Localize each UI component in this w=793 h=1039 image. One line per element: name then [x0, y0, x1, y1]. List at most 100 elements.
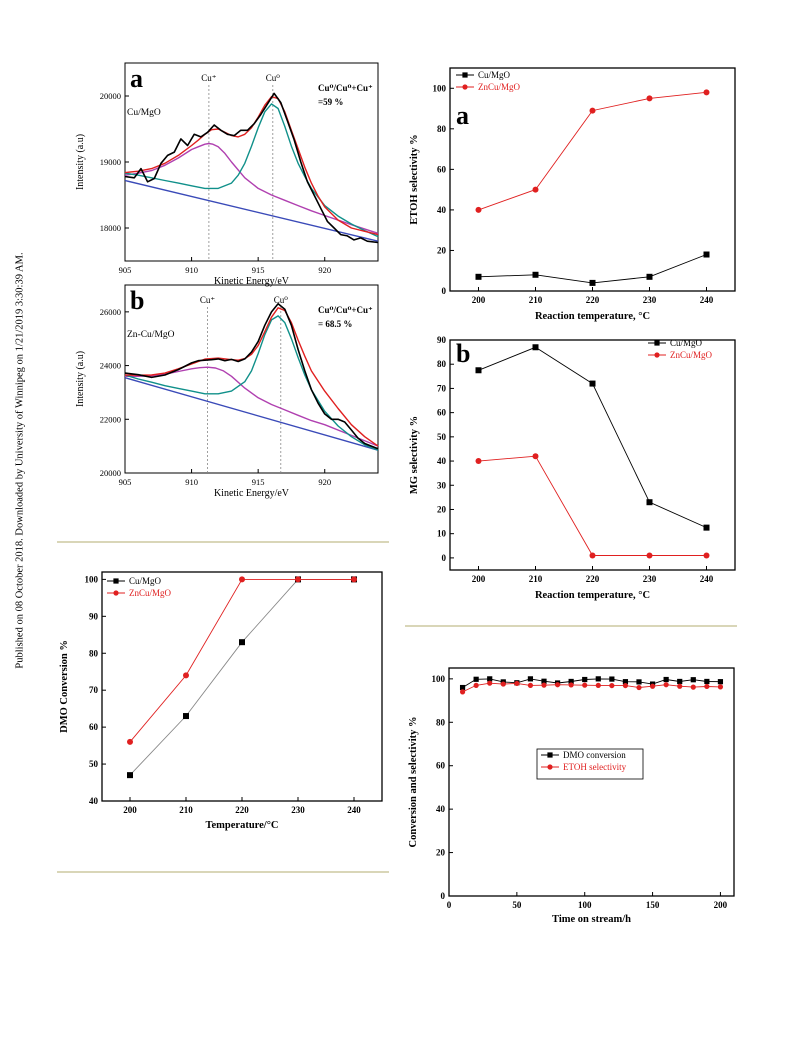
- x-axis-label: Kinetic Energy/eV: [214, 276, 290, 287]
- spectrum-series-line: [124, 92, 379, 244]
- y-tick-label: 100: [433, 83, 447, 93]
- x-tick-label: 210: [529, 295, 543, 305]
- xps-spectrum-a: 905 910 915 920 18000 19000 20000 Kinetic Energ…: [75, 62, 379, 287]
- plot-frame: [101, 571, 383, 802]
- legend-box: [536, 748, 644, 780]
- y-tick-label: 22000: [100, 414, 121, 424]
- y-tick-label: 90: [89, 611, 99, 621]
- y-tick-label: 60: [437, 408, 447, 418]
- x-axis-label: Temperature/°C: [205, 820, 278, 831]
- ratio-label: Cu⁰/Cu⁰+Cu⁺: [318, 305, 373, 315]
- data-point-square: [547, 752, 553, 758]
- data-point-circle: [704, 683, 710, 690]
- y-tick-label: 80: [89, 648, 99, 658]
- x-tick-label: 220: [235, 805, 249, 815]
- spectrum-series-line: [124, 179, 379, 242]
- y-tick-label: 26000: [100, 307, 121, 317]
- data-point-circle: [500, 681, 506, 687]
- y-tick-label: 30: [437, 480, 447, 490]
- y-tick-label: 60: [436, 761, 446, 771]
- x-tick-label: 240: [347, 805, 361, 815]
- data-point-square: [677, 678, 683, 685]
- x-tick-label: 905: [119, 265, 132, 275]
- y-axis-label: Intensity (a.u): [75, 134, 86, 190]
- y-tick-label: 24000: [100, 361, 121, 371]
- y-tick-label: 80: [437, 124, 447, 134]
- data-point-circle: [239, 576, 245, 583]
- series-line: [478, 346, 707, 529]
- x-tick-label: 220: [586, 295, 600, 305]
- divider-rule: [405, 625, 737, 627]
- series-line: [129, 578, 354, 776]
- data-point-square: [183, 713, 189, 720]
- data-point-circle: [649, 683, 656, 689]
- y-axis-label: Intensity (a.u): [75, 351, 86, 407]
- sample-label: Cu/MgO: [127, 108, 161, 118]
- panel-letter: b: [130, 286, 144, 315]
- data-point-square: [568, 678, 574, 685]
- data-point-circle: [459, 689, 466, 695]
- y-tick-label: 0: [442, 553, 447, 563]
- etoh-selectivity-chart: 200 210 220 230 240 0 20 40 60 80 100 Reaction temp…: [409, 67, 736, 322]
- x-tick-label: 100: [578, 900, 592, 910]
- spectrum-series-line: [124, 142, 379, 234]
- legend-label: Cu/MgO: [670, 338, 703, 348]
- y-tick-label: 10: [437, 529, 447, 539]
- spectrum-series-line: [124, 315, 379, 451]
- plot-frame: [449, 339, 736, 571]
- data-point-circle: [554, 682, 561, 688]
- y-tick-label: 90: [437, 335, 447, 345]
- x-axis-label: Reaction temperature, °C: [535, 311, 650, 322]
- x-tick-label: 910: [185, 477, 198, 487]
- x-tick-label: 240: [700, 574, 714, 584]
- publication-note: Published on 08 October 2018. Downloaded…: [14, 252, 26, 669]
- data-point-square: [532, 271, 539, 278]
- y-tick-label: 60: [89, 722, 99, 732]
- data-point-circle: [654, 352, 660, 358]
- spectrum-series-line: [124, 377, 379, 451]
- x-tick-label: 240: [700, 295, 714, 305]
- x-tick-label: 210: [179, 805, 193, 815]
- data-point-square: [609, 676, 615, 682]
- y-tick-label: 50: [437, 432, 447, 442]
- series-line: [478, 455, 707, 556]
- panel-letter: b: [456, 339, 470, 368]
- data-point-square: [239, 639, 245, 646]
- data-point-circle: [295, 576, 301, 583]
- data-point-circle: [462, 84, 468, 90]
- dmo-conversion-chart: 200 210 220 230 240 40 50 60 70 80 90 100 Temperatur…: [59, 571, 383, 831]
- data-point-circle: [609, 682, 615, 689]
- data-point-circle: [622, 682, 629, 689]
- x-tick-label: 230: [291, 805, 305, 815]
- legend-label: ZnCu/MgO: [478, 82, 521, 92]
- x-tick-label: 200: [472, 295, 486, 305]
- y-tick-label: 40: [436, 804, 446, 814]
- series-line: [129, 578, 354, 743]
- y-axis-label: DMO Conversion %: [59, 640, 70, 733]
- y-axis-label: Conversion and selectivity %: [408, 717, 419, 848]
- data-point-circle: [703, 552, 710, 559]
- data-point-circle: [532, 186, 539, 193]
- x-tick-label: 230: [643, 295, 657, 305]
- data-point-circle: [541, 682, 547, 688]
- y-tick-label: 70: [437, 383, 447, 393]
- x-tick-label: 905: [119, 477, 132, 487]
- y-tick-label: 40: [89, 796, 99, 806]
- plot-frame: [448, 667, 735, 897]
- panel-letter: a: [130, 64, 143, 93]
- x-tick-label: 915: [252, 477, 265, 487]
- peak-label: Cu⁰: [274, 295, 289, 305]
- y-tick-label: 20: [437, 245, 447, 255]
- data-point-square: [541, 678, 547, 684]
- y-tick-label: 20000: [100, 91, 121, 101]
- data-point-circle: [717, 684, 724, 690]
- x-tick-label: 230: [643, 574, 657, 584]
- data-point-square: [636, 679, 642, 685]
- x-tick-label: 220: [586, 574, 600, 584]
- data-point-circle: [547, 764, 553, 770]
- data-point-square: [475, 273, 482, 280]
- data-point-circle: [677, 683, 683, 689]
- x-tick-label: 915: [252, 265, 265, 275]
- x-tick-label: 920: [318, 477, 331, 487]
- y-tick-label: 19000: [100, 157, 121, 167]
